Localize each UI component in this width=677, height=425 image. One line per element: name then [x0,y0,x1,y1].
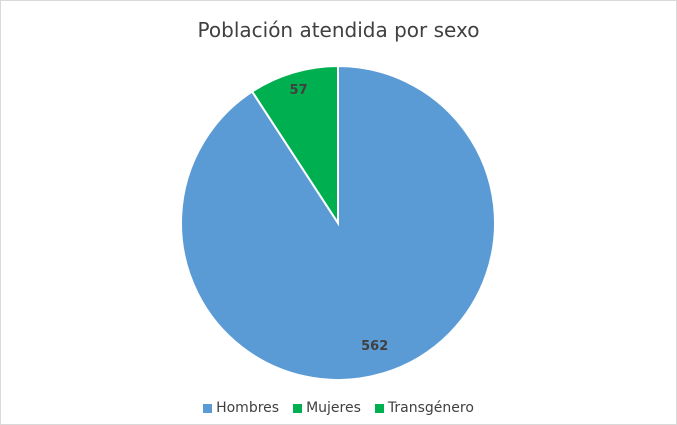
data-label-hombres: 562 [361,339,388,354]
chart-title: Población atendida por sexo [197,18,480,42]
pie-slice-transgénero [250,64,339,227]
data-label-transgénero: 57 [290,83,308,98]
legend-item-mujeres: Mujeres [293,400,361,416]
legend-label: Hombres [216,400,280,416]
legend: Hombres Mujeres Transgénero [0,400,677,416]
legend-item-transgénero: Transgénero [374,400,474,416]
legend-swatch [203,403,213,413]
legend-item-hombres: Hombres [203,400,279,416]
legend-swatch [374,403,384,413]
legend-label: Mujeres [306,400,361,416]
legend-label: Transgénero [387,400,474,416]
legend-swatch [293,403,303,413]
